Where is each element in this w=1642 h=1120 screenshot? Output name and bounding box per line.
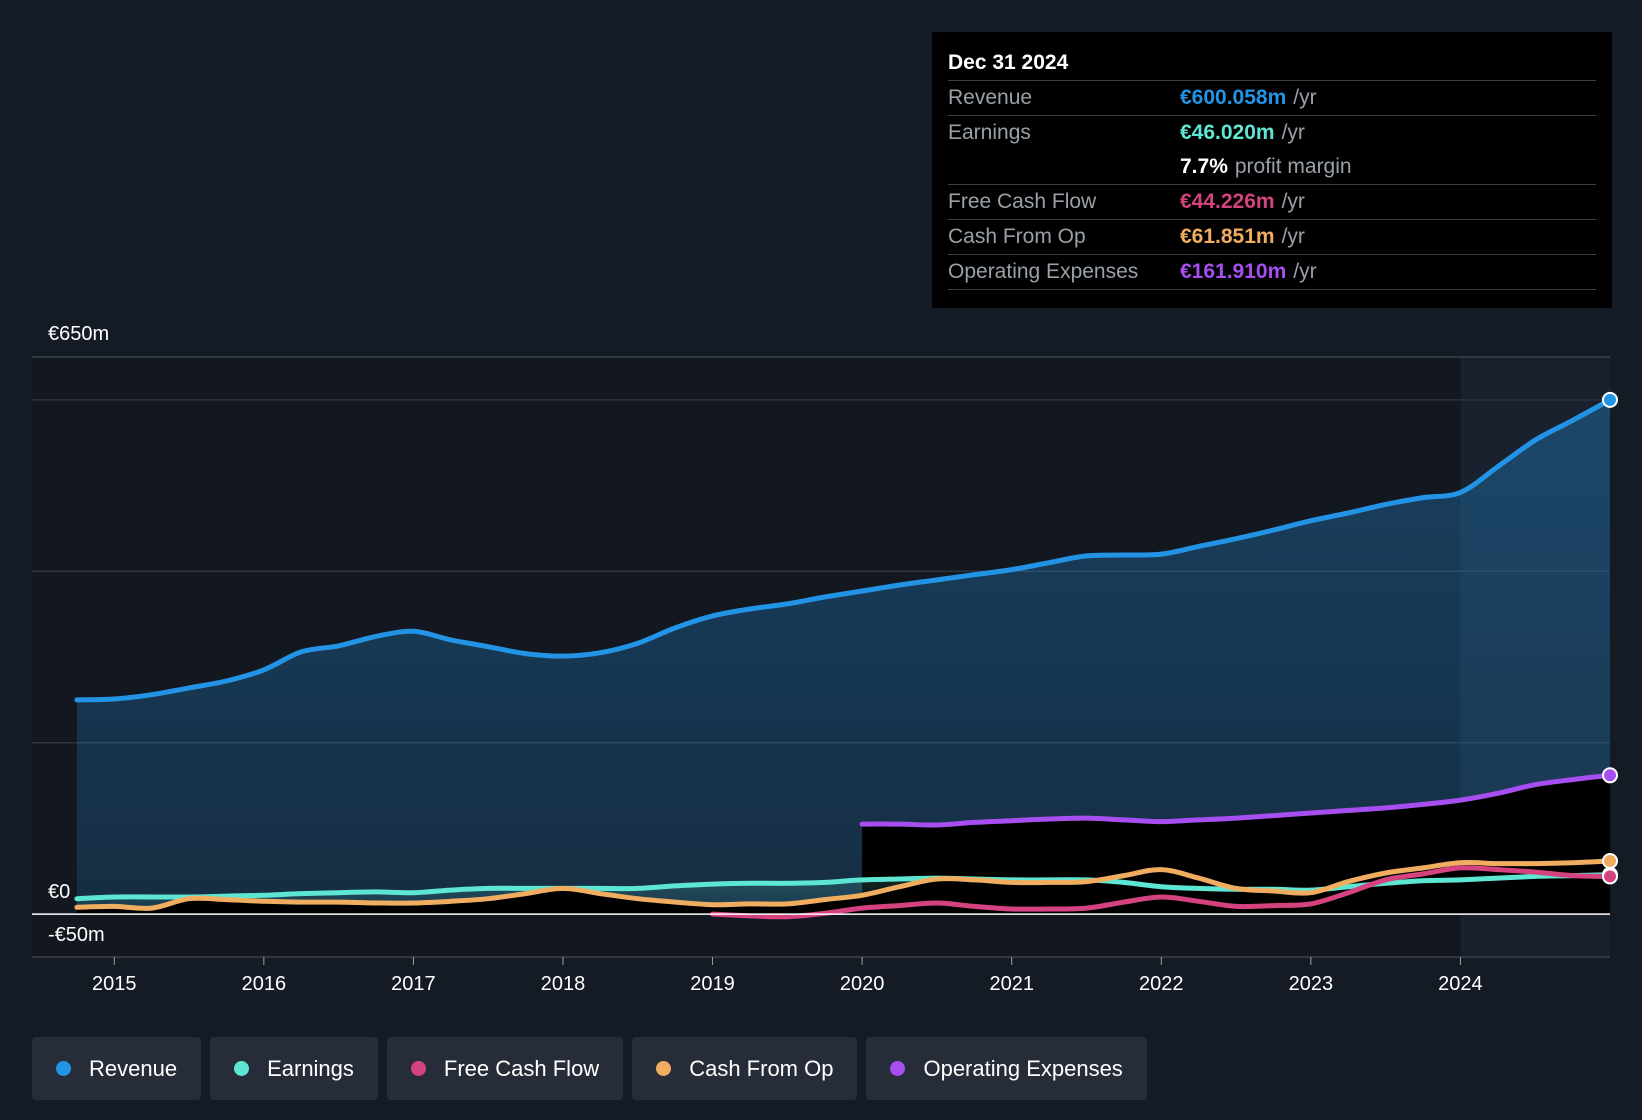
legend-label: Revenue bbox=[89, 1055, 178, 1081]
operating-expenses-end-marker bbox=[1602, 767, 1618, 784]
legend-item-operating-expenses[interactable]: Operating Expenses bbox=[866, 1037, 1147, 1100]
legend-label: Earnings bbox=[267, 1055, 354, 1081]
x-tick-label: 2016 bbox=[242, 973, 287, 995]
free-cash-flow-end-marker bbox=[1602, 868, 1618, 885]
legend-item-earnings[interactable]: Earnings bbox=[210, 1037, 378, 1100]
cash-from-op-end-marker bbox=[1602, 853, 1618, 869]
x-tick-label: 2019 bbox=[690, 973, 735, 995]
tooltip-label: Revenue bbox=[948, 86, 1033, 109]
legend-dot-icon bbox=[234, 1061, 250, 1076]
x-tick-label: 2018 bbox=[541, 973, 586, 995]
revenue-line bbox=[74, 397, 1613, 703]
tooltip-value: €61.851m bbox=[1180, 225, 1275, 248]
x-tick-label: 2021 bbox=[989, 973, 1034, 995]
tooltip-row-earnings: Earnings €46.020m /yr bbox=[948, 116, 1596, 150]
tooltip-value: €161.910m bbox=[1180, 260, 1287, 283]
y-axis-top-label: €650m bbox=[48, 323, 109, 345]
tooltip-unit: /yr bbox=[1281, 121, 1305, 144]
tooltip-unit: /yr bbox=[1293, 86, 1317, 109]
tooltip-row-profit-margin: 7.7% profit margin bbox=[948, 150, 1596, 185]
tooltip-label: Earnings bbox=[948, 121, 1031, 144]
x-axis: 2015 2016 2017 2018 2019 2020 2021 2022 2023 2024 bbox=[92, 957, 1483, 995]
earnings-line bbox=[74, 872, 1613, 902]
free-cash-flow-line bbox=[710, 865, 1613, 920]
tooltip-row-revenue: Revenue €600.058m /yr bbox=[948, 81, 1596, 116]
tooltip-unit: /yr bbox=[1293, 260, 1317, 283]
legend-label: Free Cash Flow bbox=[443, 1055, 600, 1081]
legend-dot-icon bbox=[410, 1061, 426, 1076]
tooltip-label: Cash From Op bbox=[948, 225, 1086, 248]
x-tick-label: 2022 bbox=[1139, 973, 1184, 995]
y-axis-zero-label: €0 bbox=[48, 881, 70, 903]
tooltip-label bbox=[948, 150, 1180, 184]
tooltip-label: Free Cash Flow bbox=[948, 190, 1097, 213]
tooltip-unit: /yr bbox=[1281, 190, 1305, 213]
y-axis-bottom-label: -€50m bbox=[48, 924, 105, 946]
legend-label: Cash From Op bbox=[689, 1055, 834, 1081]
series-end-markers bbox=[1602, 391, 1618, 885]
tooltip-value: 7.7% bbox=[1180, 155, 1228, 178]
legend-dot-icon bbox=[656, 1061, 672, 1076]
tooltip-row-free-cash-flow: Free Cash Flow €44.226m /yr bbox=[948, 185, 1596, 220]
legend-label: Operating Expenses bbox=[923, 1055, 1123, 1081]
x-tick-label: 2024 bbox=[1438, 973, 1483, 995]
revenue-area bbox=[76, 399, 1610, 915]
legend-dot-icon bbox=[56, 1061, 71, 1076]
tooltip-unit: /yr bbox=[1281, 225, 1305, 248]
series-lines bbox=[74, 397, 1613, 920]
tooltip-value: €600.058m bbox=[1180, 86, 1287, 109]
x-tick-label: 2017 bbox=[391, 973, 436, 995]
tooltip-value: €44.226m bbox=[1180, 190, 1275, 213]
tooltip-value: €46.020m bbox=[1180, 121, 1275, 144]
legend: Revenue Earnings Free Cash Flow Cash Fro… bbox=[32, 1037, 1147, 1100]
tooltip-row-operating-expenses: Operating Expenses €161.910m /yr bbox=[948, 255, 1596, 290]
x-tick-label: 2015 bbox=[92, 973, 137, 995]
tooltip-row-cash-from-op: Cash From Op €61.851m /yr bbox=[948, 220, 1596, 255]
x-tick-label: 2023 bbox=[1289, 973, 1334, 995]
legend-item-revenue[interactable]: Revenue bbox=[32, 1037, 202, 1100]
tooltip-label: Operating Expenses bbox=[948, 260, 1139, 283]
tooltip-unit: profit margin bbox=[1234, 155, 1352, 178]
tooltip-panel: Dec 31 2024 Revenue €600.058m /yr Earnin… bbox=[932, 32, 1612, 308]
tooltip-date: Dec 31 2024 bbox=[948, 46, 1596, 81]
legend-item-free-cash-flow[interactable]: Free Cash Flow bbox=[386, 1037, 624, 1100]
revenue-end-marker bbox=[1602, 391, 1618, 408]
legend-dot-icon bbox=[890, 1061, 906, 1076]
cash-from-op-line bbox=[74, 858, 1613, 911]
x-tick-label: 2020 bbox=[840, 973, 885, 995]
operating-expenses-line bbox=[859, 772, 1613, 828]
legend-item-cash-from-op[interactable]: Cash From Op bbox=[632, 1037, 858, 1100]
